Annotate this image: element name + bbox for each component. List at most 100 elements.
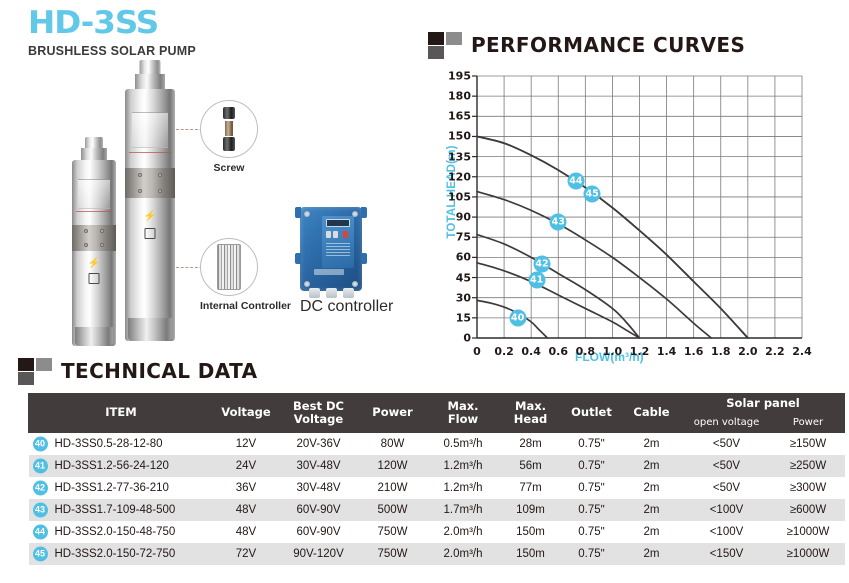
cell-item: 40 HD-3SS0.5-28-12-80 xyxy=(29,432,214,455)
callout-lead-line-screw xyxy=(176,129,212,130)
cell-outlet: 0.75ʺ xyxy=(578,525,605,538)
pump-small-image: ⚡ xyxy=(72,137,116,352)
x-tick-2.0: 2.0 xyxy=(738,345,758,358)
row-badge: 41 xyxy=(32,458,48,474)
cell-power: 80W xyxy=(380,437,405,450)
cell-voltage: 24V xyxy=(213,454,279,477)
chart-marker-43: 43 xyxy=(549,213,567,231)
cell-max-flow: 2.0m³/h xyxy=(426,542,500,565)
cell-max-flow: 1.2m³/h xyxy=(443,481,483,494)
x-tick-0.4: 0.4 xyxy=(521,345,541,358)
cell-outlet: 0.75ʺ xyxy=(561,498,622,521)
cell-cable: 2m xyxy=(643,437,660,450)
col-best-dc-line2: Voltage xyxy=(293,411,344,426)
dc-controller-image: DC controller xyxy=(295,207,394,316)
cell-power: 210W xyxy=(377,481,408,494)
cell-max-head: 56m xyxy=(499,454,562,477)
cell-cable: 2m xyxy=(643,525,660,538)
y-tick-60: 60 xyxy=(455,250,471,264)
col-open-voltage: open voltage xyxy=(681,413,772,433)
y-tick-0: 0 xyxy=(463,331,471,345)
curve-45 xyxy=(476,135,749,339)
technical-data-title: TECHNICAL DATA xyxy=(61,359,258,383)
chart-marker-40: 40 xyxy=(509,309,527,327)
x-tick-0.2: 0.2 xyxy=(494,345,514,358)
y-tick-195: 195 xyxy=(448,69,471,83)
cell-best-dc: 30V-48V xyxy=(296,481,341,494)
cell-open-voltage: <150V xyxy=(681,542,772,565)
table-row: 43 HD-3SS1.7-109-48-500 48V 60V-90V 500W 1.7m… xyxy=(28,498,845,521)
y-tick-135: 135 xyxy=(448,150,471,164)
x-tick-0.6: 0.6 xyxy=(548,345,569,358)
product-subtitle: BRUSHLESS SOLAR PUMP xyxy=(28,44,196,58)
cell-max-flow: 2.0m³/h xyxy=(443,525,483,538)
table-row: 44 HD-3SS2.0-150-48-750 48V 60V-90V 750W 2.0m… xyxy=(29,521,845,543)
cell-voltage: 72V xyxy=(213,542,279,565)
grid-squares-icon xyxy=(18,358,52,385)
chart-marker-42: 42 xyxy=(533,255,551,273)
cell-power: 750W xyxy=(358,542,427,565)
cell-max-head: 28m xyxy=(519,437,542,450)
row-badge: 43 xyxy=(32,502,48,518)
technical-data-heading: TECHNICAL DATA xyxy=(18,358,258,385)
y-tick-15: 15 xyxy=(455,311,471,325)
dc-controller-label: DC controller xyxy=(300,298,394,315)
cell-open-voltage: <50V xyxy=(712,437,741,450)
chart-marker-41: 41 xyxy=(528,271,546,289)
cell-cable: 2m xyxy=(621,454,682,477)
cell-voltage: 12V xyxy=(235,437,257,450)
cell-panel-power: ≥600W xyxy=(771,498,845,521)
callout-screw-label: Screw xyxy=(213,162,245,174)
table-header: ITEM Voltage Best DC Voltage Power Max. … xyxy=(28,392,846,433)
cell-outlet: 0.75ʺ xyxy=(578,481,605,494)
x-tick-0.8: 0.8 xyxy=(575,345,596,358)
callout-internal-controller-label: Internal Controller xyxy=(200,300,292,312)
x-tick-2.2: 2.2 xyxy=(765,345,785,358)
cell-panel-power: ≥1000W xyxy=(771,542,845,565)
impeller-icon xyxy=(200,238,258,296)
col-max-flow-line1: Max. xyxy=(447,398,479,413)
col-max-flow-line2: Flow xyxy=(447,411,479,426)
x-tick-2.4: 2.4 xyxy=(792,345,812,358)
callout-internal-controller: Internal Controller xyxy=(200,238,291,312)
cell-panel-power: ≥300W xyxy=(789,481,827,494)
table-row: 41 HD-3SS1.2-56-24-120 24V 30V-48V 120W 1.2m³… xyxy=(28,454,845,477)
cell-max-head: 109m xyxy=(499,498,562,521)
cell-max-head: 77m xyxy=(519,481,542,494)
cell-cable: 2m xyxy=(621,542,682,565)
cell-outlet: 0.75ʺ xyxy=(561,542,622,565)
row-badge: 45 xyxy=(32,546,48,562)
chart-plot-area: TOTAL HEAD(m) FLOW(m³/h) 0 15 30 45 60 75 90 10… xyxy=(425,68,849,368)
y-tick-105: 105 xyxy=(448,190,471,204)
table-row: 45 HD-3SS2.0-150-72-750 72V 90V-120V 750W 2.0… xyxy=(28,542,845,565)
row-badge: 42 xyxy=(32,480,48,496)
cell-open-voltage: <50V xyxy=(681,454,772,477)
cell-open-voltage: <100V xyxy=(709,525,744,538)
col-max-head: Max. Head xyxy=(499,393,562,433)
cell-outlet: 0.75ʺ xyxy=(578,437,605,450)
chart-marker-45: 45 xyxy=(583,185,601,203)
product-illustration: ⚡ ⚡ Screw xyxy=(0,52,420,352)
col-best-dc-voltage: Best DC Voltage xyxy=(278,393,359,433)
cell-panel-power: ≥250W xyxy=(771,454,845,477)
cell-item: 43 HD-3SS1.7-109-48-500 xyxy=(28,498,214,521)
cell-best-dc: 90V-120V xyxy=(278,542,359,565)
y-tick-75: 75 xyxy=(455,230,471,244)
cell-panel-power: ≥150W xyxy=(789,437,827,450)
col-cable: Cable xyxy=(621,393,682,433)
cell-power: 750W xyxy=(377,525,408,538)
cell-best-dc: 30V-48V xyxy=(278,454,359,477)
cell-item: 41 HD-3SS1.2-56-24-120 xyxy=(28,454,214,477)
col-outlet: Outlet xyxy=(561,393,622,433)
col-max-head-line1: Max. xyxy=(515,398,546,413)
cell-voltage: 48V xyxy=(213,498,279,521)
cell-outlet: 0.75ʺ xyxy=(561,454,622,477)
table-body: 40 HD-3SS0.5-28-12-80 12V 20V-36V 80W 0.5m³/h… xyxy=(28,432,845,565)
cell-max-flow: 1.7m³/h xyxy=(426,498,500,521)
table-row: 42 HD-3SS1.2-77-36-210 36V 30V-48V 210W 1.2m³… xyxy=(29,477,845,499)
x-tick-1.4: 1.4 xyxy=(656,345,677,358)
x-tick-1.2: 1.2 xyxy=(629,345,650,358)
y-tick-165: 165 xyxy=(448,109,471,123)
y-tick-150: 150 xyxy=(448,129,471,143)
pump-large-image: ⚡ xyxy=(125,60,175,352)
